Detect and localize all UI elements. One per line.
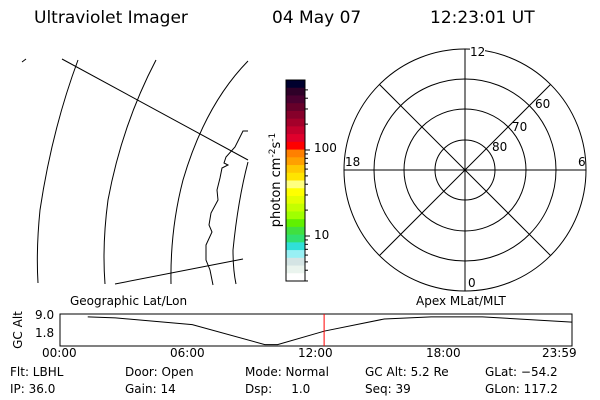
y-tick-1-8: 1.8	[35, 326, 55, 340]
status-field: Mode: Normal	[245, 365, 329, 379]
colorbar-band	[286, 80, 305, 89]
colorbar-band	[286, 226, 305, 236]
coastline	[205, 130, 248, 286]
lon-line-top	[61, 58, 249, 161]
mlt-line-diag2	[379, 84, 551, 256]
status-field: Gain: 14	[125, 382, 176, 396]
colorbar-band	[286, 257, 305, 267]
map-tick	[21, 58, 27, 63]
colorbar-band	[286, 157, 305, 166]
colorbar-band	[286, 165, 305, 174]
colorbar-tick-100: 100	[314, 141, 337, 155]
lat-label-80: 80	[492, 140, 508, 154]
geographic-label: Geographic Lat/Lon	[70, 294, 188, 308]
lat-arc-2	[103, 59, 157, 285]
status-field: Dsp: 1.0	[245, 382, 311, 396]
colorbar-band	[286, 95, 305, 104]
mlt-label-0: 0	[468, 276, 476, 290]
lat-label-70: 70	[512, 120, 528, 134]
status-field: GLon: 117.2	[485, 382, 558, 396]
colorbar-band	[286, 87, 305, 96]
x-tick-label: 23:59	[542, 346, 577, 360]
colorbar-band	[286, 211, 305, 220]
colorbar-band	[286, 126, 305, 135]
mlt-label-18: 18	[345, 155, 361, 169]
colorbar-band	[286, 110, 305, 120]
colorbar-band	[286, 219, 305, 228]
x-tick-label: 00:00	[42, 346, 77, 360]
colorbar-band	[286, 118, 305, 127]
colorbar-band	[286, 250, 305, 259]
lon-line-bottom	[114, 258, 244, 285]
colorbar-tick-10: 10	[314, 228, 330, 242]
colorbar-frame	[285, 79, 306, 282]
date-label: 04 May 07	[272, 8, 362, 28]
time-label: 12:23:01 UT	[430, 8, 535, 28]
instrument-title: Ultraviolet Imager	[34, 8, 188, 28]
status-field: IP: 36.0	[10, 382, 56, 396]
timeline-frame	[59, 313, 573, 347]
colorbar-band	[286, 103, 305, 112]
altitude-line	[87, 316, 573, 346]
colorbar-band	[286, 242, 305, 251]
apex-label: Apex MLat/MLT	[416, 294, 506, 308]
x-tick-label: 06:00	[170, 346, 205, 360]
mlt-label-6: 6	[578, 155, 586, 169]
colorbar-band	[286, 149, 305, 158]
colorbar-band	[286, 172, 305, 181]
colorbar-band	[286, 141, 305, 151]
x-tick-label: 18:00	[426, 346, 461, 360]
colorbar-band	[286, 234, 305, 243]
colorbar-band	[286, 265, 305, 274]
lat-arc-3	[170, 60, 249, 285]
colorbar-band	[286, 180, 305, 189]
colorbar-band	[286, 203, 305, 212]
colorbar-band	[286, 195, 305, 205]
status-field: GLat: −54.2	[485, 365, 558, 379]
lat-arc-1	[36, 59, 79, 284]
status-field: Seq: 39	[365, 382, 411, 396]
status-field: Door: Open	[125, 365, 194, 379]
x-tick-label: 12:00	[298, 346, 333, 360]
mlt-label-12: 12	[470, 45, 486, 59]
status-field: GC Alt: 5.2 Re	[365, 365, 449, 379]
colorbar-band	[286, 188, 305, 197]
lat-label-60: 60	[535, 97, 551, 111]
colorbar-band	[286, 273, 305, 282]
status-field: Flt: LBHL	[10, 365, 64, 379]
colorbar-band	[286, 134, 305, 143]
lat-arc-4	[232, 161, 249, 285]
y-tick-9: 9.0	[35, 308, 55, 322]
